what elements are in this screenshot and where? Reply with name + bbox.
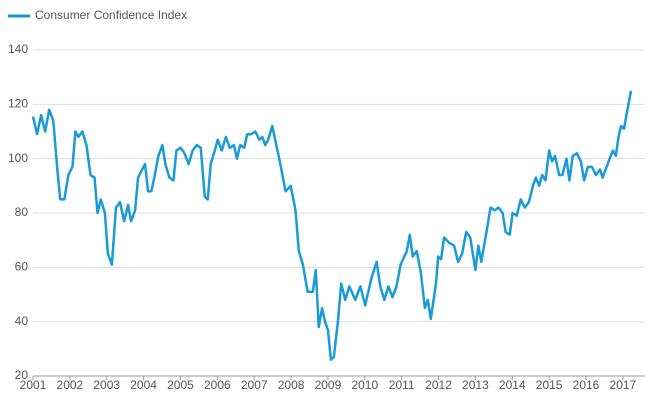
- x-tick-label: 2001: [20, 378, 47, 392]
- y-tick-label: 80: [15, 205, 29, 219]
- x-tick-label: 2013: [462, 378, 489, 392]
- y-tick-label: 140: [8, 42, 28, 56]
- x-tick-label: 2005: [167, 378, 194, 392]
- x-tick-label: 2011: [389, 378, 415, 392]
- y-tick-label: 120: [8, 97, 28, 111]
- x-tick-label: 2016: [573, 378, 600, 392]
- y-tick-label: 60: [15, 260, 29, 274]
- x-tick-label: 2014: [499, 378, 526, 392]
- y-tick-label: 40: [15, 314, 29, 328]
- x-tick-label: 2010: [351, 378, 378, 392]
- x-tick-label: 2006: [204, 378, 231, 392]
- x-tick-label: 2007: [241, 378, 268, 392]
- y-tick-label: 20: [15, 368, 29, 382]
- data-line: [31, 90, 633, 361]
- x-tick-label: 2004: [130, 378, 157, 392]
- x-tick-label: 2017: [610, 378, 637, 392]
- legend-label: Consumer Confidence Index: [35, 8, 187, 22]
- x-tick-label: 2003: [93, 378, 120, 392]
- x-tick-label: 2012: [425, 378, 452, 392]
- x-tick-label: 2002: [57, 378, 84, 392]
- y-tick-label: 100: [8, 151, 28, 165]
- x-tick-label: 2008: [278, 378, 305, 392]
- x-tick-label: 2015: [536, 378, 563, 392]
- x-tick-label: 2009: [315, 378, 342, 392]
